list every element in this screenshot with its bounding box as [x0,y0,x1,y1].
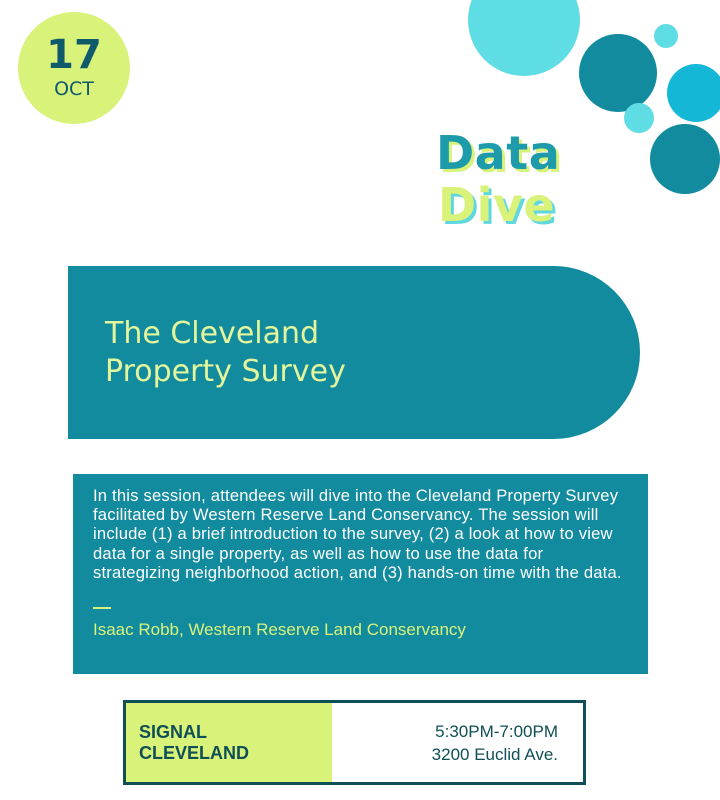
date-badge: 17 OCT [18,12,130,124]
description-panel: In this session, attendees will dive int… [73,474,648,674]
decorative-bubble [468,0,580,76]
decorative-bubble [667,64,720,122]
description-text: In this session, attendees will dive int… [93,486,622,582]
decorative-bubble [650,124,720,194]
session-title: The Cleveland Property Survey [105,315,346,389]
decorative-bubble [654,24,678,48]
venue-name-line2: CLEVELAND [139,742,250,763]
event-address: 3200 Euclid Ave. [431,744,558,764]
event-time: 5:30PM-7:00PM [435,721,558,741]
speaker-credit: Isaac Robb, Western Reserve Land Conserv… [93,620,466,640]
divider [93,607,111,610]
date-day: 17 [46,32,102,78]
decorative-bubble [579,34,657,112]
session-banner: The Cleveland Property Survey [68,266,640,439]
title-dive: Dive [438,178,556,232]
venue-block: SIGNAL CLEVELAND [126,703,332,782]
venue-name-line1: SIGNAL [139,721,208,742]
decorative-bubble [624,103,654,133]
title-data: Data [436,126,561,180]
event-details: 5:30PM-7:00PM 3200 Euclid Ave. [332,703,583,782]
event-info-box: SIGNAL CLEVELAND 5:30PM-7:00PM 3200 Eucl… [123,700,586,785]
date-month: OCT [54,78,94,100]
